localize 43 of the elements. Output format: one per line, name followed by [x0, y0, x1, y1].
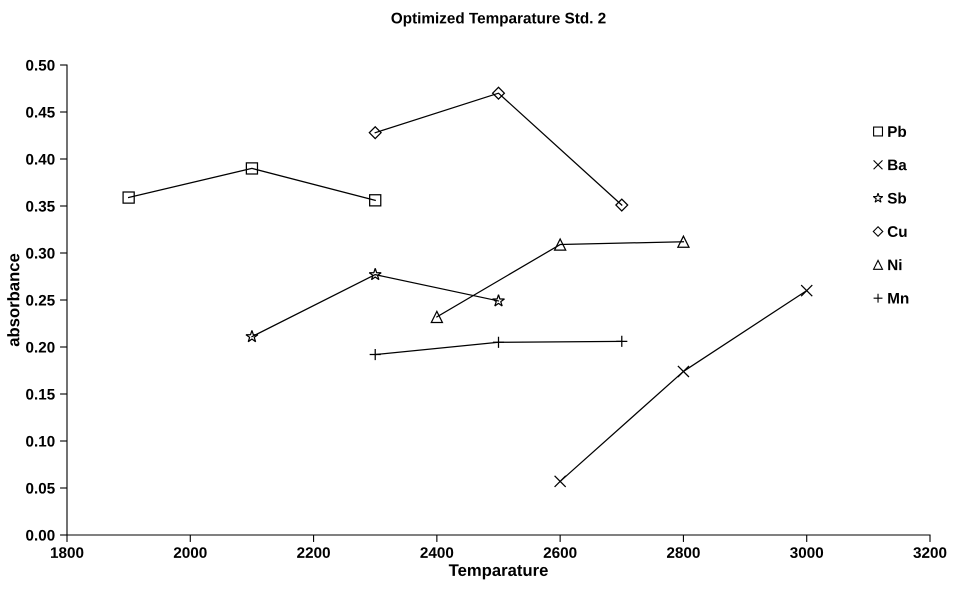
point — [800, 284, 813, 297]
chart-title: Optimized Temparature Std. 2 — [391, 12, 606, 27]
x-tick-label: 2000 — [174, 547, 207, 558]
x-tick-label: 2800 — [666, 547, 700, 558]
legend-label: Sb — [888, 192, 906, 204]
x-axis-title: Temparature — [448, 564, 548, 580]
x-tick-label: 3200 — [913, 547, 946, 558]
point — [122, 191, 135, 204]
point — [492, 86, 506, 100]
x-tick-label: 2400 — [420, 547, 454, 558]
point — [368, 126, 382, 140]
y-tick-label: 0.45 — [26, 106, 55, 118]
y-tick-label: 0.30 — [26, 248, 55, 259]
x-tick-label: 2600 — [544, 547, 577, 558]
legend-label: Pb — [888, 126, 906, 137]
point — [677, 365, 690, 378]
y-tick-label: 0.25 — [26, 294, 55, 306]
y-tick-label: 0.00 — [26, 530, 55, 541]
x-tick-label: 2200 — [297, 547, 330, 558]
point — [615, 198, 628, 212]
point — [245, 330, 258, 342]
point — [246, 162, 258, 175]
y-axis-title: absorbance — [7, 254, 20, 346]
point — [554, 238, 566, 251]
point — [430, 310, 444, 324]
y-tick-label: 0.05 — [26, 482, 55, 494]
x-tick-label: 3000 — [790, 547, 824, 558]
point — [369, 194, 382, 207]
point — [368, 268, 382, 280]
y-tick-label: 0.50 — [26, 60, 55, 71]
x-tick-label: 1800 — [50, 547, 84, 558]
y-tick-label: 0.20 — [26, 342, 55, 353]
point — [677, 236, 690, 248]
y-tick-label: 0.40 — [26, 154, 55, 165]
legend-label: Mn — [888, 293, 908, 304]
point — [492, 294, 506, 307]
y-tick-label: 0.10 — [26, 436, 55, 447]
point — [554, 475, 566, 488]
legend-label: Ni — [888, 259, 902, 270]
legend-label: Ba — [888, 160, 907, 170]
y-tick-label: 0.15 — [26, 388, 55, 400]
y-tick-label: 0.35 — [26, 200, 55, 212]
legend-label: Cu — [888, 226, 907, 237]
